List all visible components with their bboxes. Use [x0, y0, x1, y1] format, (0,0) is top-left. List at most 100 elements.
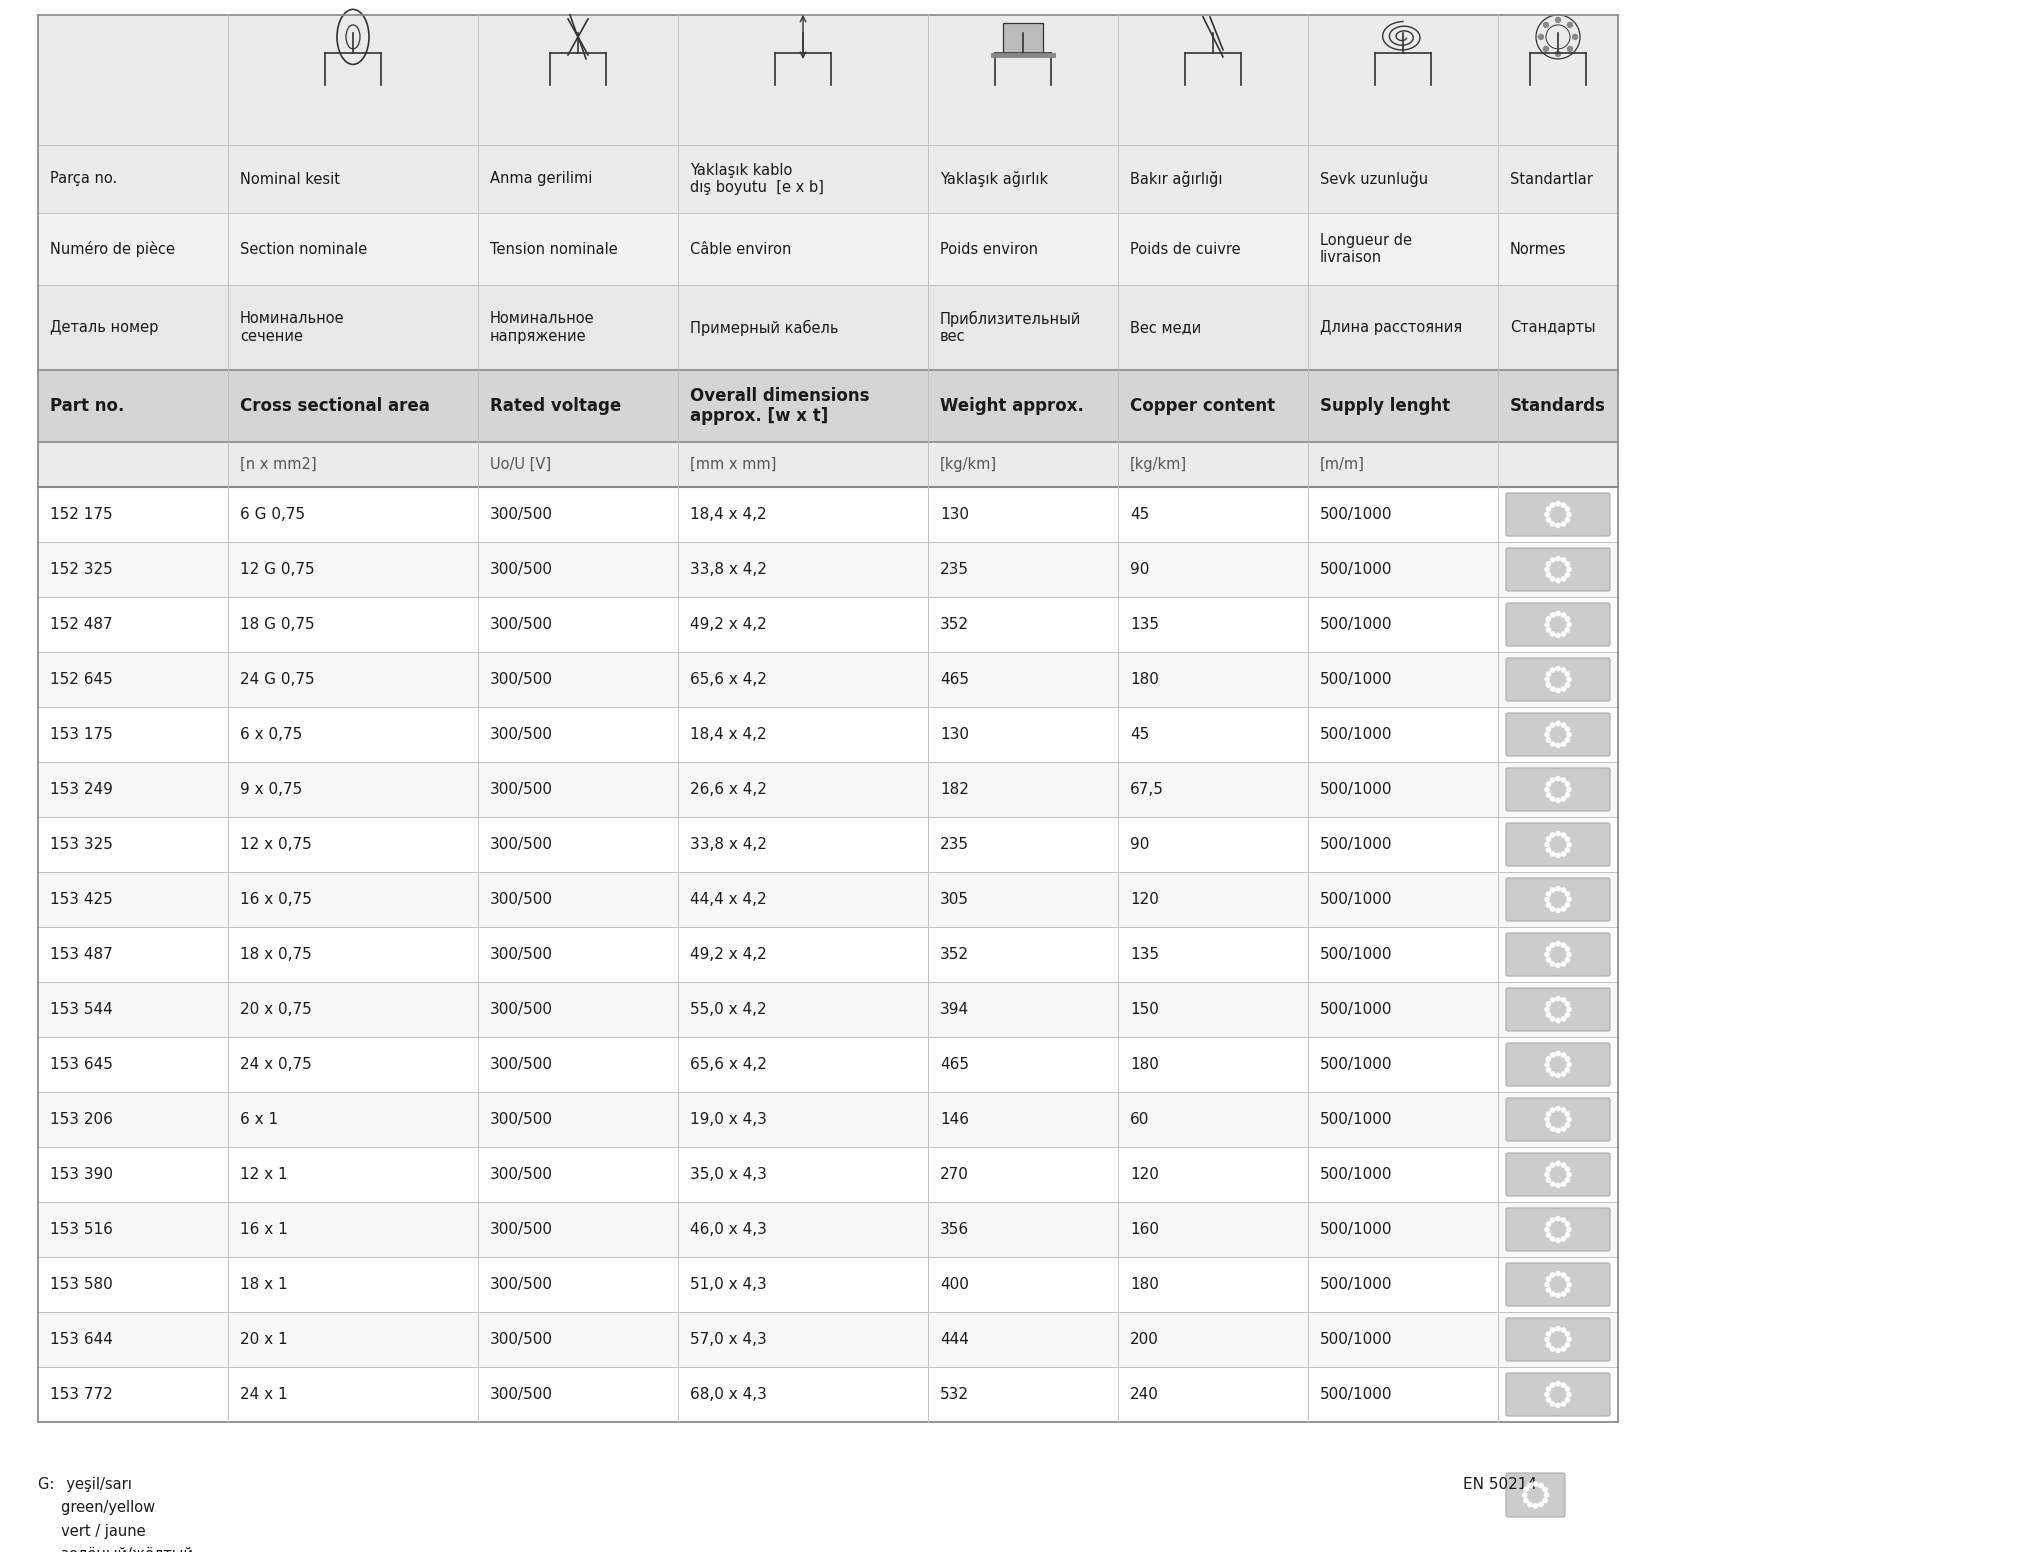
Circle shape	[1566, 1342, 1570, 1347]
Circle shape	[1550, 688, 1554, 691]
Circle shape	[1568, 47, 1572, 51]
Text: 24 x 1: 24 x 1	[240, 1387, 289, 1401]
Circle shape	[1566, 1228, 1572, 1232]
Circle shape	[1566, 1007, 1572, 1012]
Circle shape	[1546, 1232, 1550, 1237]
Circle shape	[1562, 521, 1566, 526]
Text: Section nominale: Section nominale	[240, 242, 367, 256]
Text: 500/1000: 500/1000	[1320, 947, 1392, 962]
Circle shape	[1562, 613, 1566, 618]
Circle shape	[1546, 1003, 1550, 1006]
Text: 300/500: 300/500	[490, 562, 553, 577]
Text: Стандарты: Стандарты	[1509, 320, 1596, 335]
Text: 500/1000: 500/1000	[1320, 618, 1392, 632]
FancyBboxPatch shape	[1505, 989, 1610, 1031]
Text: 300/500: 300/500	[490, 1387, 553, 1401]
FancyBboxPatch shape	[1505, 768, 1610, 812]
Circle shape	[1556, 722, 1560, 726]
Text: 500/1000: 500/1000	[1320, 1167, 1392, 1183]
Circle shape	[1546, 622, 1550, 627]
Circle shape	[1550, 944, 1554, 947]
Text: 532: 532	[940, 1387, 969, 1401]
Text: Standartlar: Standartlar	[1509, 172, 1592, 186]
Circle shape	[1562, 833, 1566, 837]
Circle shape	[1546, 1007, 1550, 1012]
Circle shape	[1546, 793, 1550, 798]
Circle shape	[1566, 622, 1572, 627]
Circle shape	[1546, 1342, 1550, 1347]
Circle shape	[1562, 888, 1566, 892]
Text: Overall dimensions
approx. [w x t]: Overall dimensions approx. [w x t]	[690, 386, 870, 425]
Circle shape	[1546, 837, 1550, 841]
Circle shape	[1562, 1218, 1566, 1221]
Circle shape	[1566, 1178, 1570, 1183]
Text: 16 x 1: 16 x 1	[240, 1221, 289, 1237]
Circle shape	[1556, 51, 1560, 56]
Bar	[38, 213, 1618, 286]
Text: 240: 240	[1130, 1387, 1158, 1401]
Circle shape	[1544, 1487, 1548, 1491]
Text: 500/1000: 500/1000	[1320, 672, 1392, 688]
Circle shape	[1550, 613, 1554, 618]
Circle shape	[1566, 562, 1570, 566]
Text: 500/1000: 500/1000	[1320, 782, 1392, 798]
Circle shape	[1546, 787, 1550, 792]
Circle shape	[1562, 906, 1566, 911]
Text: 20 x 0,75: 20 x 0,75	[240, 1003, 311, 1017]
Text: 16 x 0,75: 16 x 0,75	[240, 892, 313, 906]
Circle shape	[1562, 742, 1566, 747]
Circle shape	[1566, 1111, 1570, 1116]
Text: 160: 160	[1130, 1221, 1158, 1237]
Circle shape	[1546, 953, 1550, 956]
Text: 500/1000: 500/1000	[1320, 1003, 1392, 1017]
Circle shape	[1566, 518, 1570, 521]
Circle shape	[1556, 1074, 1560, 1077]
Text: 500/1000: 500/1000	[1320, 1332, 1392, 1347]
Text: 18 x 0,75: 18 x 0,75	[240, 947, 311, 962]
Bar	[38, 1037, 1618, 1093]
Text: 270: 270	[940, 1167, 969, 1183]
Circle shape	[1556, 579, 1560, 582]
Circle shape	[1562, 1127, 1566, 1131]
Circle shape	[1540, 1484, 1544, 1488]
Circle shape	[1550, 1237, 1554, 1242]
Bar	[38, 442, 1618, 487]
Circle shape	[1550, 557, 1554, 562]
Text: Вес меди: Вес меди	[1130, 320, 1201, 335]
Text: 45: 45	[1130, 726, 1148, 742]
Circle shape	[1562, 1017, 1566, 1021]
Circle shape	[1544, 1498, 1548, 1502]
Circle shape	[1556, 1271, 1560, 1276]
Circle shape	[1550, 1383, 1554, 1387]
Bar	[38, 872, 1618, 927]
Circle shape	[1556, 886, 1560, 891]
Circle shape	[1556, 743, 1560, 748]
Bar	[38, 598, 1618, 652]
Text: G:  yeşil/sarı
     green/yellow
     vert / jaune
     зелёный/жёлтый: G: yeşil/sarı green/yellow vert / jaune …	[38, 1478, 194, 1552]
Text: 400: 400	[940, 1277, 969, 1291]
Circle shape	[1546, 947, 1550, 951]
Text: 152 175: 152 175	[50, 508, 113, 521]
Text: 300/500: 300/500	[490, 1332, 553, 1347]
Text: 65,6 x 4,2: 65,6 x 4,2	[690, 672, 767, 688]
Text: 500/1000: 500/1000	[1320, 1221, 1392, 1237]
Text: 24 x 0,75: 24 x 0,75	[240, 1057, 311, 1072]
Text: 500/1000: 500/1000	[1320, 837, 1392, 852]
Circle shape	[1550, 632, 1554, 636]
Text: 500/1000: 500/1000	[1320, 1387, 1392, 1401]
Circle shape	[1546, 903, 1550, 906]
Text: 90: 90	[1130, 562, 1150, 577]
Text: 153 645: 153 645	[50, 1057, 113, 1072]
Circle shape	[1550, 1052, 1554, 1057]
Circle shape	[1546, 1277, 1550, 1282]
Circle shape	[1566, 837, 1570, 841]
Text: 130: 130	[940, 726, 969, 742]
Circle shape	[1556, 1051, 1560, 1055]
Text: 465: 465	[940, 672, 969, 688]
Circle shape	[1562, 1237, 1566, 1242]
Circle shape	[1556, 523, 1560, 528]
Circle shape	[1544, 22, 1548, 28]
Text: Normes: Normes	[1509, 242, 1566, 256]
Text: Weight approx.: Weight approx.	[940, 397, 1084, 414]
Circle shape	[1550, 796, 1554, 801]
